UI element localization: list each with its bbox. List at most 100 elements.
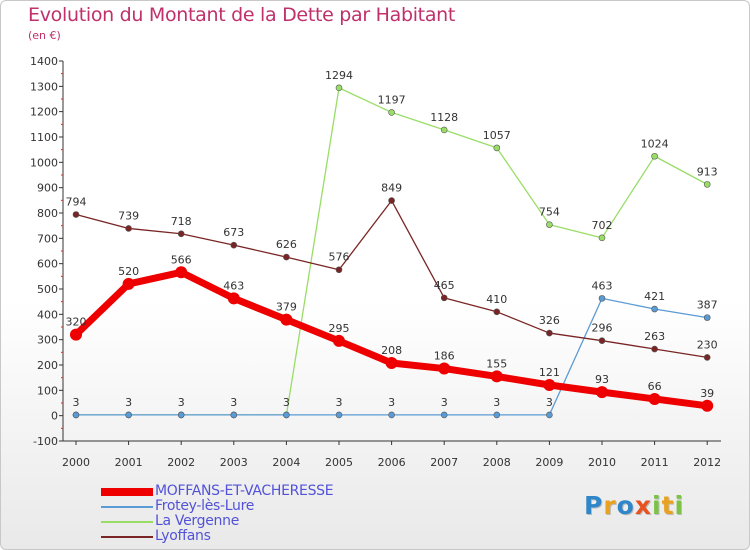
y-tick-label: 300 xyxy=(37,334,58,347)
logo-letter: r xyxy=(603,491,617,520)
x-tick-label: 2012 xyxy=(693,456,721,469)
data-label: 421 xyxy=(644,290,665,303)
y-tick-label: 600 xyxy=(37,258,58,271)
data-label: 739 xyxy=(118,209,139,222)
data-label: 3 xyxy=(230,396,237,409)
data-point xyxy=(440,126,448,134)
data-label: 320 xyxy=(66,316,87,329)
data-label: 3 xyxy=(125,396,132,409)
data-point xyxy=(335,266,343,274)
data-point xyxy=(440,411,448,419)
y-tick-label: 100 xyxy=(37,384,58,397)
y-tick-label: 0 xyxy=(51,410,58,423)
y-tick-label: 900 xyxy=(37,182,58,195)
x-tick-label: 2005 xyxy=(325,456,353,469)
data-point xyxy=(598,295,606,302)
data-label: 849 xyxy=(381,182,402,195)
y-tick-label: 1300 xyxy=(30,80,58,93)
data-label: 66 xyxy=(648,380,662,393)
x-tick-label: 2000 xyxy=(62,456,90,469)
chart-subtitle: (en €) xyxy=(28,29,61,42)
y-tick-label: 500 xyxy=(37,283,58,296)
legend-swatch xyxy=(101,506,153,508)
x-tick-label: 2011 xyxy=(641,456,669,469)
x-tick-label: 2002 xyxy=(167,456,195,469)
data-point xyxy=(701,399,714,412)
logo-letter: P xyxy=(584,491,604,520)
data-label: 3 xyxy=(493,396,500,409)
y-tick-label: 1400 xyxy=(30,55,58,68)
x-tick-label: 2007 xyxy=(430,456,458,469)
data-label: 295 xyxy=(329,322,350,335)
data-point xyxy=(335,411,343,419)
data-point xyxy=(493,308,501,316)
y-tick-label: 1000 xyxy=(30,156,58,169)
logo-letter: x xyxy=(634,491,652,520)
y-tick-label: 1100 xyxy=(30,131,58,144)
data-point xyxy=(335,84,343,92)
data-label: 3 xyxy=(441,396,448,409)
logo-letter: i xyxy=(652,491,662,520)
data-point xyxy=(70,328,82,341)
data-label: 93 xyxy=(595,373,609,386)
data-label: 230 xyxy=(697,338,718,351)
data-label: 296 xyxy=(592,322,613,335)
data-label: 387 xyxy=(697,299,718,312)
data-point xyxy=(598,234,606,242)
data-point xyxy=(546,221,553,228)
data-point xyxy=(122,277,135,290)
y-tick-label: 800 xyxy=(37,207,58,220)
data-label: 39 xyxy=(700,387,714,400)
legend-label: Lyoffans xyxy=(155,528,211,544)
legend-swatch xyxy=(101,488,153,496)
data-point xyxy=(227,292,240,305)
data-label: 3 xyxy=(388,396,395,409)
data-point xyxy=(490,370,503,383)
data-label: 379 xyxy=(276,301,297,314)
data-point xyxy=(388,197,395,204)
data-label: 3 xyxy=(178,396,185,409)
data-label: 702 xyxy=(592,219,613,232)
data-point xyxy=(230,241,238,249)
x-tick-label: 2008 xyxy=(483,456,511,469)
data-point xyxy=(72,411,80,419)
data-label: 1197 xyxy=(378,93,406,106)
data-point xyxy=(703,314,711,321)
data-point xyxy=(651,345,658,353)
data-label: 1294 xyxy=(325,69,353,82)
data-label: 465 xyxy=(434,279,455,292)
data-point xyxy=(703,181,711,188)
data-point xyxy=(648,392,661,405)
data-point xyxy=(283,253,290,261)
data-label: 3 xyxy=(283,396,290,409)
x-tick-label: 2006 xyxy=(378,456,406,469)
legend-swatch xyxy=(101,521,153,523)
data-label: 520 xyxy=(118,265,139,278)
data-label: 463 xyxy=(592,279,613,292)
data-label: 186 xyxy=(434,350,455,363)
legend-swatch xyxy=(101,536,153,538)
data-point xyxy=(333,334,345,347)
data-point xyxy=(388,411,395,419)
data-label: 155 xyxy=(486,357,507,370)
data-point xyxy=(598,337,606,344)
data-point xyxy=(493,411,501,419)
data-point xyxy=(546,329,553,337)
y-tick-label: 400 xyxy=(37,308,58,321)
y-tick-label: 1200 xyxy=(30,106,58,119)
data-label: 673 xyxy=(223,226,244,239)
data-label: 1128 xyxy=(430,111,458,124)
data-label: 121 xyxy=(539,366,560,379)
data-label: 463 xyxy=(223,279,244,292)
data-point xyxy=(125,225,132,232)
data-label: 3 xyxy=(336,396,343,409)
data-label: 794 xyxy=(66,196,87,209)
data-label: 576 xyxy=(329,251,350,264)
chart-title: Evolution du Montant de la Dette par Hab… xyxy=(28,4,456,26)
data-label: 3 xyxy=(546,396,553,409)
data-point xyxy=(596,386,608,399)
data-label: 410 xyxy=(486,293,507,306)
data-label: 718 xyxy=(171,215,192,228)
